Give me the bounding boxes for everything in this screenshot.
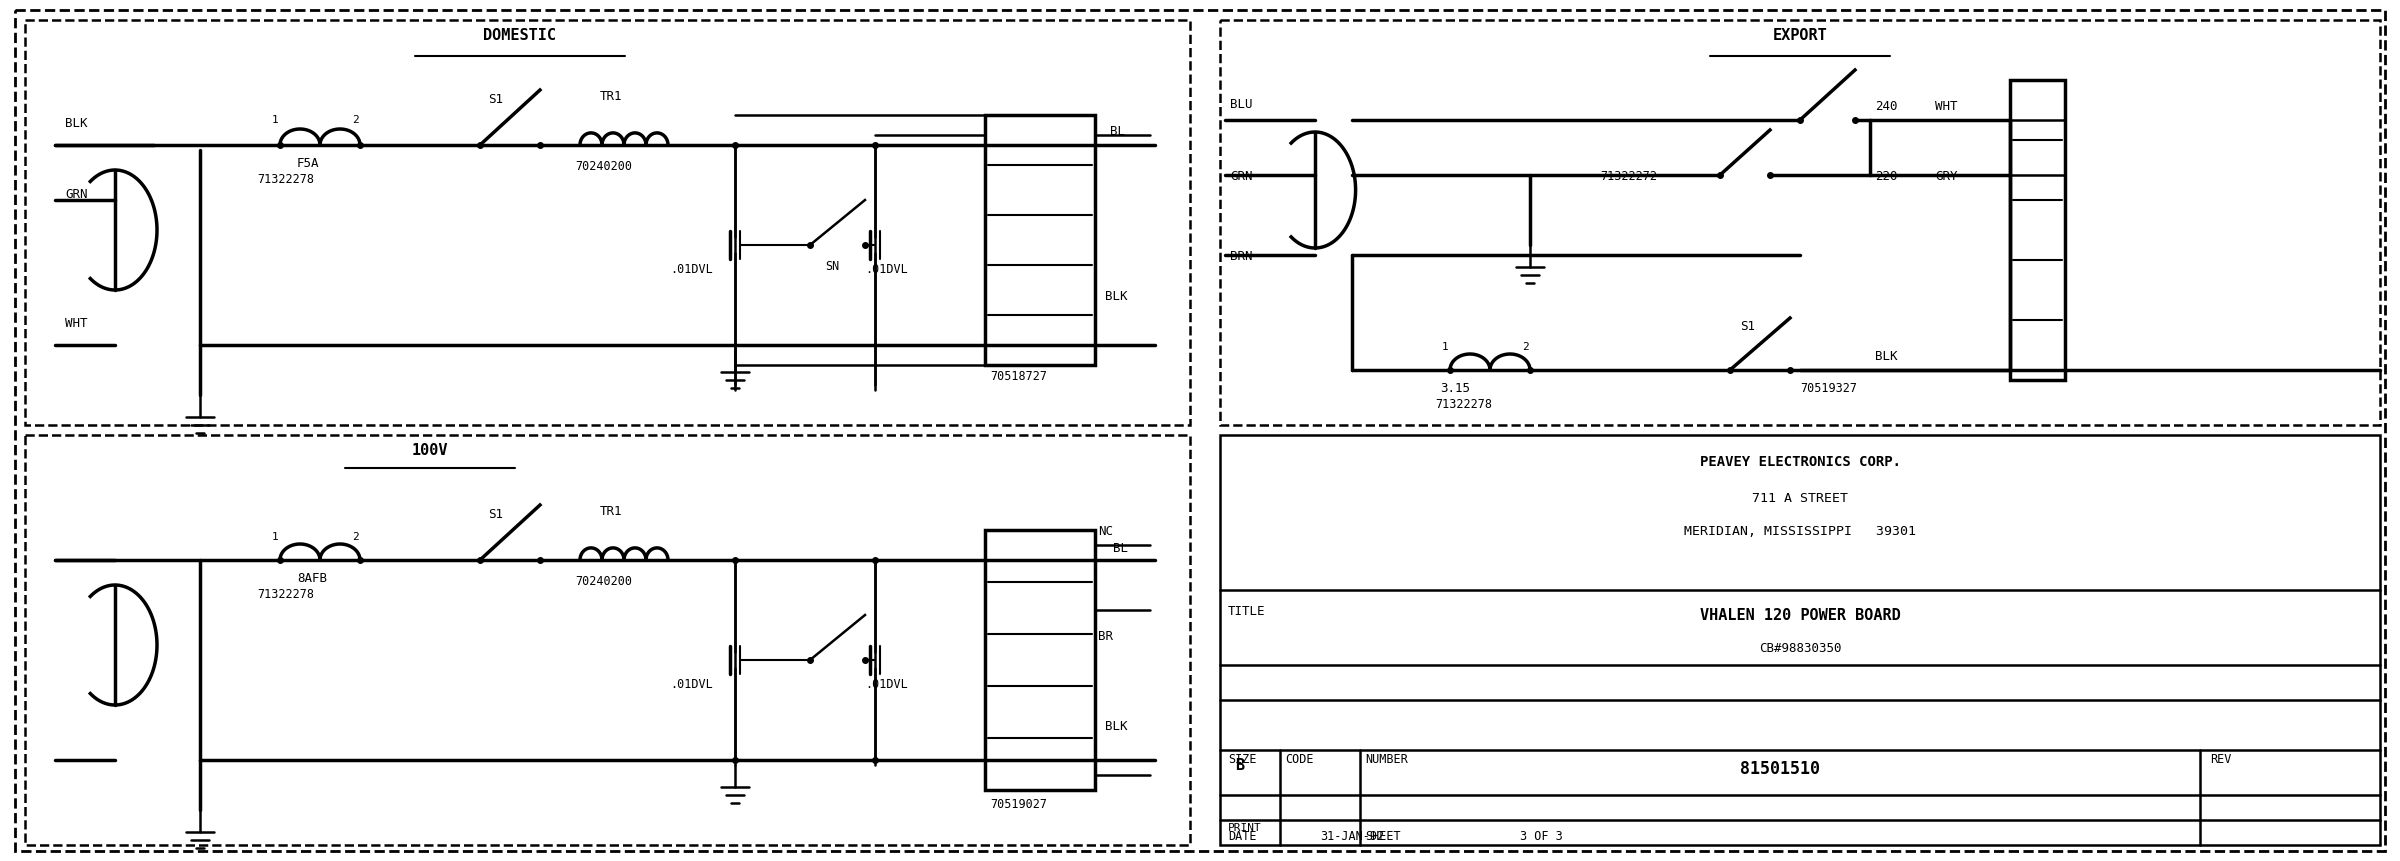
Text: VHALEN 120 POWER BOARD: VHALEN 120 POWER BOARD — [1699, 608, 1901, 623]
Text: S1: S1 — [1740, 320, 1754, 333]
Text: PRINT: PRINT — [1229, 823, 1262, 833]
Text: 71322278: 71322278 — [257, 173, 314, 186]
Text: 70519327: 70519327 — [1800, 382, 1858, 395]
Text: 2: 2 — [353, 115, 358, 125]
Text: CB#98830350: CB#98830350 — [1759, 642, 1841, 655]
Text: DOMESTIC: DOMESTIC — [482, 28, 557, 43]
Text: PEAVEY ELECTRONICS CORP.: PEAVEY ELECTRONICS CORP. — [1699, 455, 1901, 469]
Text: 2: 2 — [353, 532, 358, 542]
Text: REV: REV — [2210, 753, 2232, 766]
Text: WHT: WHT — [1934, 100, 1958, 113]
Text: BL: BL — [1109, 125, 1126, 138]
Text: 70518727: 70518727 — [991, 370, 1046, 383]
Text: B: B — [1236, 758, 1243, 773]
Text: BRN: BRN — [1231, 250, 1253, 263]
Text: BR: BR — [1099, 630, 1114, 643]
Text: NUMBER: NUMBER — [1366, 753, 1409, 766]
Text: 3.15: 3.15 — [1440, 382, 1469, 395]
Text: BLK: BLK — [1104, 720, 1128, 733]
Text: DATE: DATE — [1229, 830, 1258, 843]
Text: F5A: F5A — [298, 157, 319, 170]
Text: SN: SN — [826, 260, 840, 273]
Text: EXPORT: EXPORT — [1774, 28, 1826, 43]
Text: BLK: BLK — [1874, 350, 1898, 363]
Text: GRY: GRY — [1934, 170, 1958, 183]
Text: .01DVL: .01DVL — [864, 678, 907, 691]
Text: S1: S1 — [487, 93, 504, 106]
Text: SIZE: SIZE — [1229, 753, 1258, 766]
Bar — [2011, 80, 2064, 380]
Text: 3 OF 3: 3 OF 3 — [1519, 830, 1562, 843]
Text: 1: 1 — [1442, 342, 1450, 352]
Text: WHT: WHT — [65, 317, 86, 330]
Text: 31-JAN-92: 31-JAN-92 — [1320, 830, 1385, 843]
Text: 8AFB: 8AFB — [298, 572, 326, 585]
Text: 70240200: 70240200 — [576, 160, 631, 173]
Bar — [984, 115, 1094, 365]
Bar — [984, 530, 1094, 790]
Text: 71322278: 71322278 — [257, 588, 314, 601]
Text: BLK: BLK — [1104, 290, 1128, 303]
Text: CODE: CODE — [1284, 753, 1313, 766]
Text: SHEET: SHEET — [1366, 830, 1402, 843]
Bar — [1219, 20, 2381, 425]
Text: .01DVL: .01DVL — [864, 263, 907, 276]
Text: 71322278: 71322278 — [1435, 398, 1493, 411]
Text: GRN: GRN — [65, 188, 86, 201]
Text: MERIDIAN, MISSISSIPPI   39301: MERIDIAN, MISSISSIPPI 39301 — [1685, 525, 1915, 538]
Text: S1: S1 — [487, 508, 504, 521]
Text: BLK: BLK — [65, 117, 86, 130]
Text: 220: 220 — [1874, 170, 1898, 183]
Text: 711 A STREET: 711 A STREET — [1752, 492, 1848, 505]
Text: BL: BL — [1114, 542, 1128, 555]
Bar — [24, 20, 1190, 425]
Text: 71322272: 71322272 — [1601, 170, 1656, 183]
Text: 81501510: 81501510 — [1740, 760, 1819, 778]
Text: 1: 1 — [271, 532, 278, 542]
Text: 2: 2 — [1522, 342, 1529, 352]
Text: 1: 1 — [271, 115, 278, 125]
Text: 240: 240 — [1874, 100, 1898, 113]
Text: 70519027: 70519027 — [991, 798, 1046, 811]
Text: TITLE: TITLE — [1229, 605, 1265, 618]
Text: TR1: TR1 — [600, 505, 622, 518]
Text: TR1: TR1 — [600, 90, 622, 103]
Text: NC: NC — [1099, 525, 1114, 538]
Text: 70240200: 70240200 — [576, 575, 631, 588]
Bar — [24, 435, 1190, 845]
Text: BLU: BLU — [1231, 98, 1253, 111]
Text: 100V: 100V — [413, 443, 449, 458]
Text: GRN: GRN — [1231, 170, 1253, 183]
Text: .01DVL: .01DVL — [670, 263, 713, 276]
Bar — [1219, 435, 2381, 845]
Text: .01DVL: .01DVL — [670, 678, 713, 691]
